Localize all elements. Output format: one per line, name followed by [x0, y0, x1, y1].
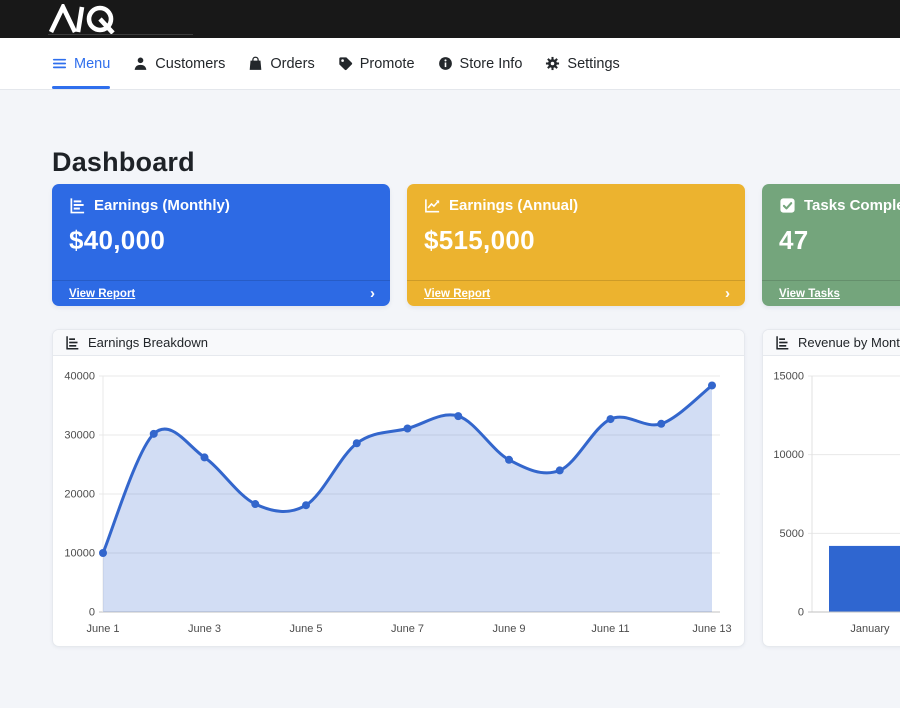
svg-text:June 7: June 7	[391, 623, 424, 635]
line-graph-icon	[425, 199, 440, 213]
info-circle-icon	[438, 57, 452, 70]
person-icon	[134, 57, 147, 70]
svg-text:15000: 15000	[773, 371, 804, 383]
earnings-annual-card: Earnings (Annual) $515,000 View Report ›	[407, 184, 745, 306]
earnings-breakdown-plot: 0 10000 20000 30000 40000 June 1 June 3 June 5 J…	[64, 371, 731, 636]
main-nav: Menu Customers Orders Promote Store Info	[0, 38, 900, 90]
bar-chart-icon	[776, 336, 789, 350]
chevron-right-icon[interactable]: ›	[725, 285, 730, 302]
chevron-right-icon[interactable]: ›	[370, 285, 375, 302]
nav-item-store-info[interactable]: Store Info	[438, 38, 523, 90]
logo-underline-rule	[48, 34, 193, 35]
earnings-breakdown-card: Earnings Breakdown 0 10000 20000 30000 40000…	[52, 329, 745, 647]
svg-text:June 11: June 11	[591, 623, 629, 635]
revenue-by-month-card: Revenue by Month 0 5000 10000 15000 January	[762, 329, 900, 647]
hamburger-icon	[52, 58, 67, 69]
stat-cards-row: Earnings (Monthly) $40,000 View Report ›…	[52, 184, 900, 306]
brand-logo[interactable]	[48, 1, 132, 39]
nav-item-customers[interactable]: Customers	[133, 38, 225, 90]
shopping-bag-icon	[250, 56, 262, 70]
nav-item-label: Store Info	[459, 55, 523, 72]
main-content: Dashboard Earnings (Monthly) $40,000 Vie…	[0, 147, 900, 647]
nav-item-label: Customers	[155, 55, 226, 72]
svg-text:40000: 40000	[64, 371, 95, 383]
stat-card-footer: View Tasks ›	[762, 280, 900, 306]
stat-card-value: $40,000	[69, 225, 166, 255]
svg-text:June 9: June 9	[492, 623, 525, 635]
revenue-by-month-plot: 0 5000 10000 15000 January	[773, 371, 900, 635]
svg-text:10000: 10000	[773, 449, 804, 461]
svg-text:June 5: June 5	[289, 623, 322, 635]
svg-text:January: January	[850, 623, 890, 635]
tasks-completed-card: Tasks Completed 47 View Tasks ›	[762, 184, 900, 306]
chart-body: 0 5000 10000 15000 January	[763, 356, 900, 646]
stat-card-title-text: Earnings (Monthly)	[94, 197, 230, 214]
stat-card-value: $515,000	[424, 225, 535, 255]
nav-item-promote[interactable]: Promote	[338, 38, 415, 90]
stat-card-footer: View Report ›	[52, 280, 390, 306]
chart-title: Earnings Breakdown	[88, 335, 208, 350]
horizontal-bar-chart-icon	[70, 198, 85, 214]
gear-icon	[546, 56, 560, 71]
stat-card-title: Earnings (Annual)	[407, 184, 745, 214]
chart-card-header: Revenue by Month	[763, 330, 900, 356]
stat-card-footer: View Report ›	[407, 280, 745, 306]
stat-card-title-text: Earnings (Annual)	[449, 197, 579, 214]
svg-text:0: 0	[798, 607, 804, 619]
view-report-link[interactable]: View Report	[424, 287, 491, 300]
nav-item-label: Menu	[74, 55, 111, 72]
nav-item-settings[interactable]: Settings	[545, 38, 620, 90]
nav-item-label: Settings	[567, 55, 620, 72]
view-report-link[interactable]: View Report	[69, 287, 136, 300]
page-title: Dashboard	[52, 147, 195, 177]
svg-text:30000: 30000	[64, 430, 95, 442]
chart-cards-row: Earnings Breakdown 0 10000 20000 30000 40000…	[52, 329, 900, 647]
chart-body: 0 10000 20000 30000 40000 June 1 June 3 June 5 J…	[53, 356, 744, 646]
stat-card-title: Earnings (Monthly)	[52, 184, 390, 214]
earnings-monthly-card: Earnings (Monthly) $40,000 View Report ›	[52, 184, 390, 306]
view-tasks-link[interactable]: View Tasks	[779, 287, 840, 300]
aq-logo-icon	[48, 1, 115, 35]
top-app-bar	[0, 0, 900, 38]
active-tab-underline	[52, 86, 111, 89]
svg-text:10000: 10000	[64, 548, 95, 560]
check-square-icon	[780, 198, 795, 213]
svg-text:June 1: June 1	[86, 623, 119, 635]
chart-card-header: Earnings Breakdown	[53, 330, 744, 356]
nav-item-label: Promote	[359, 55, 415, 72]
svg-text:0: 0	[89, 607, 95, 619]
nav-item-label: Orders	[270, 55, 315, 72]
tag-icon	[339, 57, 352, 70]
svg-text:20000: 20000	[64, 489, 95, 501]
stat-card-title-text: Tasks Completed	[804, 197, 900, 214]
svg-text:5000: 5000	[780, 528, 804, 540]
svg-text:June 13: June 13	[692, 623, 731, 635]
nav-item-orders[interactable]: Orders	[248, 38, 315, 90]
stat-card-title: Tasks Completed	[762, 184, 900, 214]
bar-chart-icon	[66, 336, 79, 350]
svg-text:June 3: June 3	[188, 623, 221, 635]
chart-title: Revenue by Month	[798, 335, 900, 350]
nav-item-menu[interactable]: Menu	[52, 38, 111, 90]
stat-card-value: 47	[779, 225, 809, 255]
